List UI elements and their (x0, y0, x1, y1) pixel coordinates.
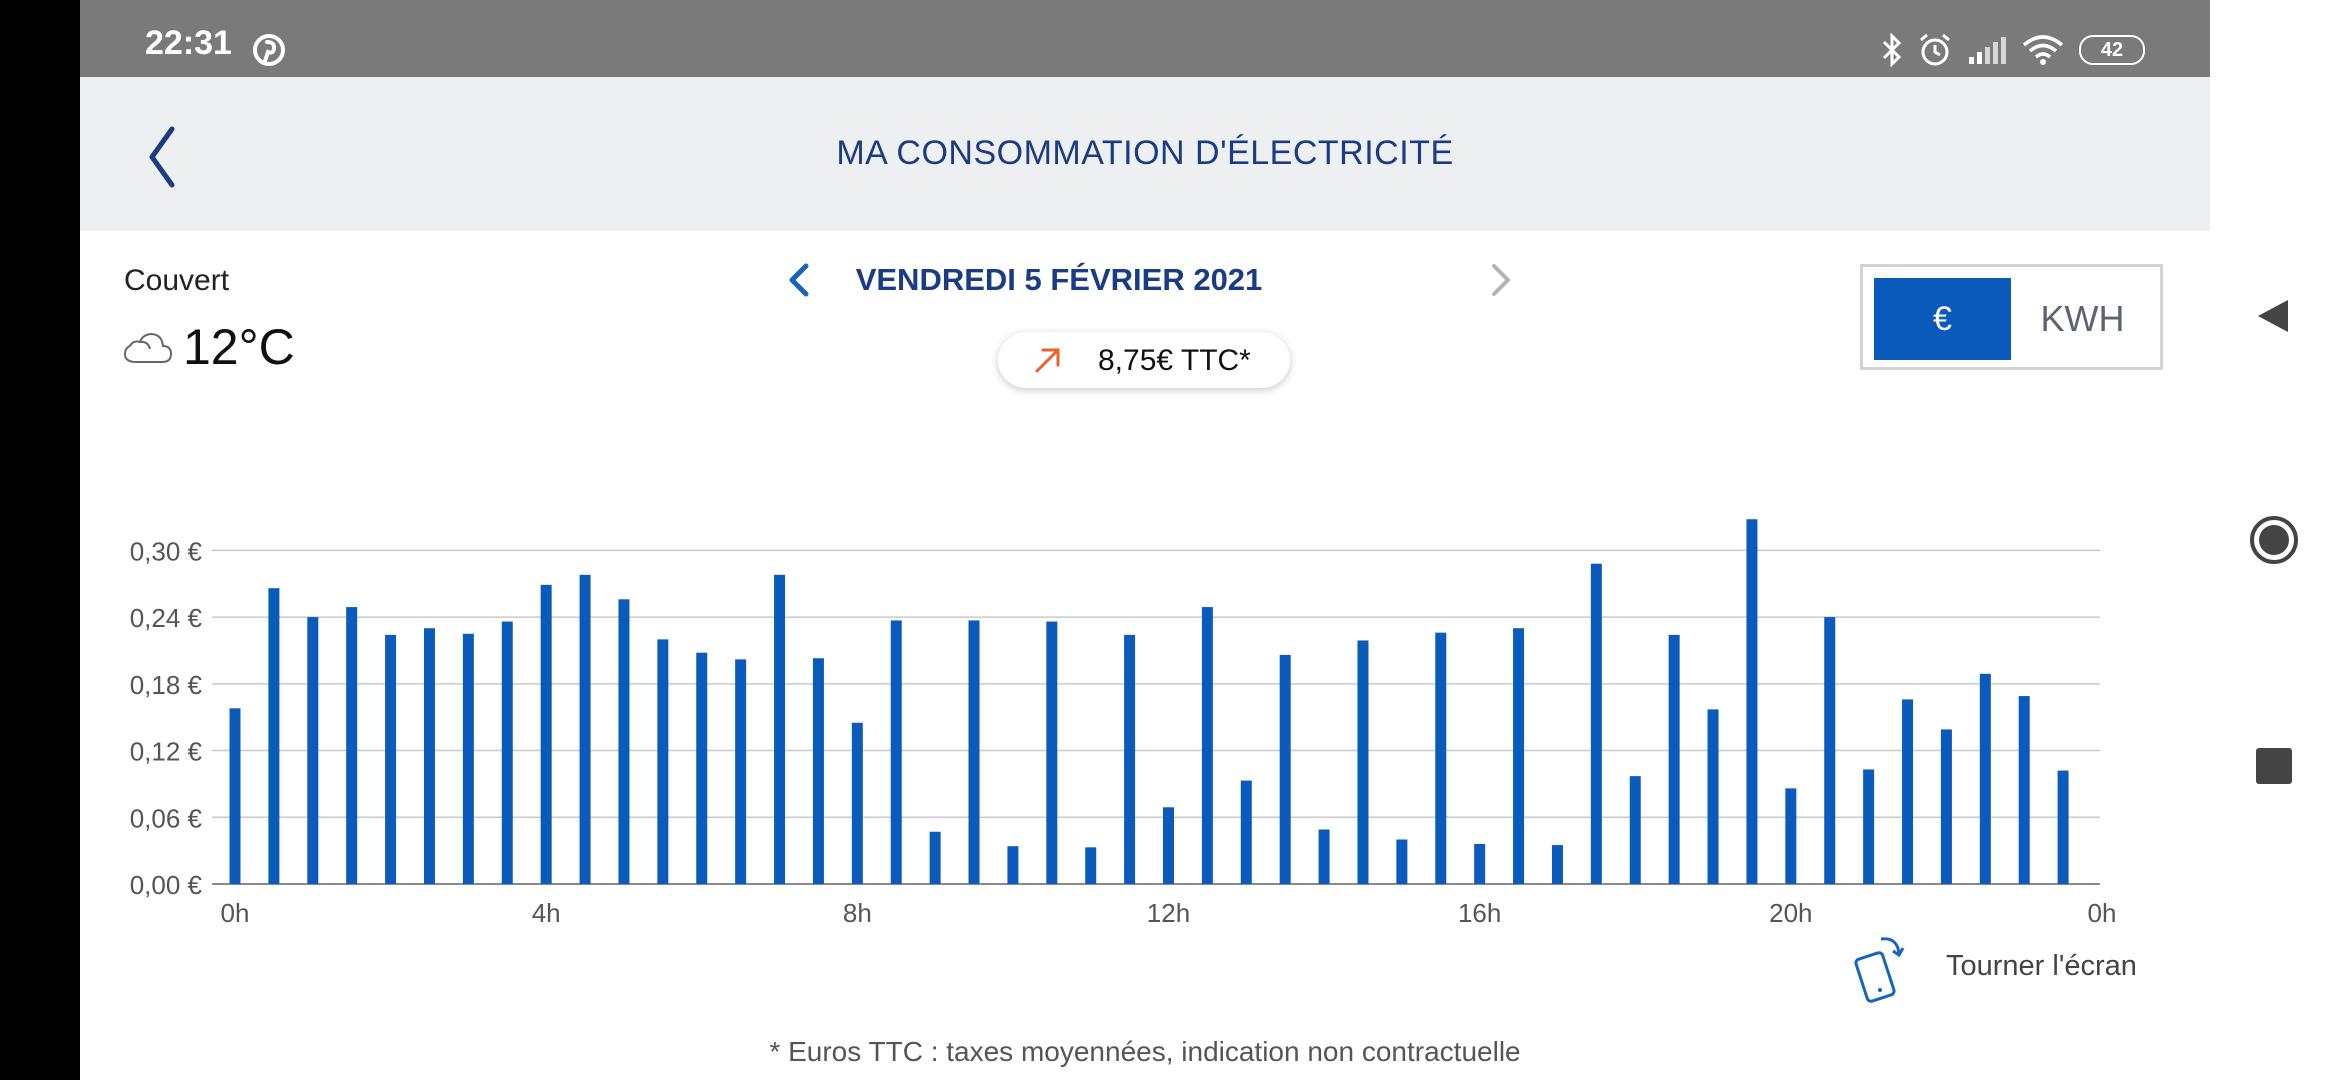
chart-bar (540, 584, 552, 884)
x-tick-label: 16h (1458, 898, 1501, 928)
chart-bar (1513, 628, 1525, 884)
page-title: MA CONSOMMATION D'ÉLECTRICITÉ (836, 134, 1454, 172)
unit-option-kwh[interactable]: KWH (2040, 298, 2125, 339)
rotate-screen-hint: Tourner l'écran (1946, 950, 2137, 982)
x-tick-label: 8h (843, 898, 872, 928)
chart-bar (579, 574, 591, 884)
footnote: * Euros TTC : taxes moyennées, indicatio… (769, 1036, 1521, 1067)
daily-cost-badge: 8,75€ TTC* (998, 332, 1290, 388)
chart-bar (929, 831, 941, 884)
weather-condition: Couvert (124, 264, 230, 297)
chart-bar (657, 639, 669, 884)
chart-bar (1940, 729, 1952, 884)
chart-bar (1707, 709, 1719, 884)
chart-bar (423, 628, 435, 884)
battery-icon: 42 (2079, 35, 2145, 65)
chart-bar (1007, 846, 1019, 884)
x-tick-label: 0h (2088, 898, 2117, 928)
chart-bar (2018, 696, 2030, 884)
chart-bar (385, 634, 397, 884)
app-header: MA CONSOMMATION D'ÉLECTRICITÉ (80, 77, 2210, 231)
chart-bar (1863, 769, 1875, 884)
nav-home-icon[interactable] (2248, 514, 2300, 566)
chart-bar (968, 620, 980, 884)
nav-back-icon[interactable] (2254, 296, 2294, 336)
status-icons: 42 (1881, 32, 2145, 68)
cloud-icon (123, 332, 173, 363)
chart-bar (1396, 839, 1408, 884)
chart-bar (1046, 621, 1058, 884)
back-button[interactable] (130, 117, 190, 197)
chart-bar (1240, 780, 1252, 884)
selected-date: VENDREDI 5 FÉVRIER 2021 (855, 262, 1263, 297)
chart-bar (1590, 563, 1602, 884)
bluetooth-icon (1882, 33, 1902, 67)
chart-bar (1629, 776, 1641, 884)
chart-bar (1085, 847, 1097, 884)
chart-bar (1279, 654, 1291, 884)
y-tick-label: 0,00 € (130, 870, 203, 900)
chart-bar (812, 658, 824, 884)
y-tick-label: 0,06 € (130, 803, 203, 833)
chart-bar (1668, 634, 1680, 884)
arrow-up-right-icon (1035, 348, 1060, 373)
pinterest-icon (253, 34, 285, 66)
chart-bar (735, 659, 747, 884)
chart-bar (462, 633, 474, 884)
chart-bar (1163, 807, 1174, 884)
consumption-chart: 0,00 € 0,06 € 0,12 € 0,18 € 0,24 € 0,30 € 0h 4h… (130, 519, 2117, 928)
chart-bar (1318, 829, 1330, 884)
x-tick-label: 20h (1769, 898, 1812, 928)
x-tick-label: 4h (532, 898, 561, 928)
wifi-icon (2022, 35, 2064, 65)
next-day-button[interactable] (1480, 258, 1520, 302)
nav-recents-icon[interactable] (2256, 748, 2292, 784)
unit-toggle: € KWH (1860, 264, 2163, 370)
x-tick-label: 12h (1147, 898, 1190, 928)
chart-bar (229, 708, 241, 884)
chart-bar (696, 652, 708, 884)
signal-icon (1969, 37, 2006, 64)
system-nav-bar (2210, 0, 2340, 1080)
chart-bar (1979, 673, 1991, 884)
y-tick-label: 0,12 € (130, 737, 203, 767)
chart-bar (851, 722, 863, 884)
daily-cost-text: 8,75€ TTC* (1098, 344, 1251, 377)
chart-bar (1357, 640, 1369, 884)
chart-bar (1435, 632, 1447, 884)
chart-bar (1902, 699, 1914, 884)
weather-temperature: 12°C (183, 319, 295, 375)
alarm-icon (1920, 33, 1950, 66)
y-tick-label: 0,30 € (130, 536, 203, 566)
chart-bar (618, 599, 630, 884)
chart-bar (501, 621, 513, 884)
status-bar: 22:31 (80, 0, 2210, 77)
chart-bar (1824, 617, 1836, 884)
rotate-phone-icon (1854, 937, 1905, 1003)
y-tick-label: 0,18 € (130, 670, 203, 700)
chart-bar (307, 617, 319, 884)
y-tick-label: 0,24 € (130, 603, 203, 633)
chart-bar (1785, 788, 1797, 884)
chart-bar (346, 607, 358, 884)
chart-bar (890, 620, 902, 884)
chart-bar (1746, 519, 1758, 884)
chart-bar (268, 588, 280, 884)
chart-bar (774, 574, 786, 884)
chart-bar (2057, 770, 2069, 884)
chart-bar (1201, 607, 1213, 884)
app-screen: 22:31 (80, 0, 2210, 1080)
previous-day-button[interactable] (780, 258, 820, 302)
chart-bar (1124, 634, 1136, 884)
x-tick-label: 0h (221, 898, 250, 928)
chart-bar (1551, 845, 1563, 884)
status-time: 22:31 (145, 24, 232, 62)
chart-bar (1474, 843, 1486, 884)
unit-option-euro[interactable]: € (1874, 278, 2011, 360)
